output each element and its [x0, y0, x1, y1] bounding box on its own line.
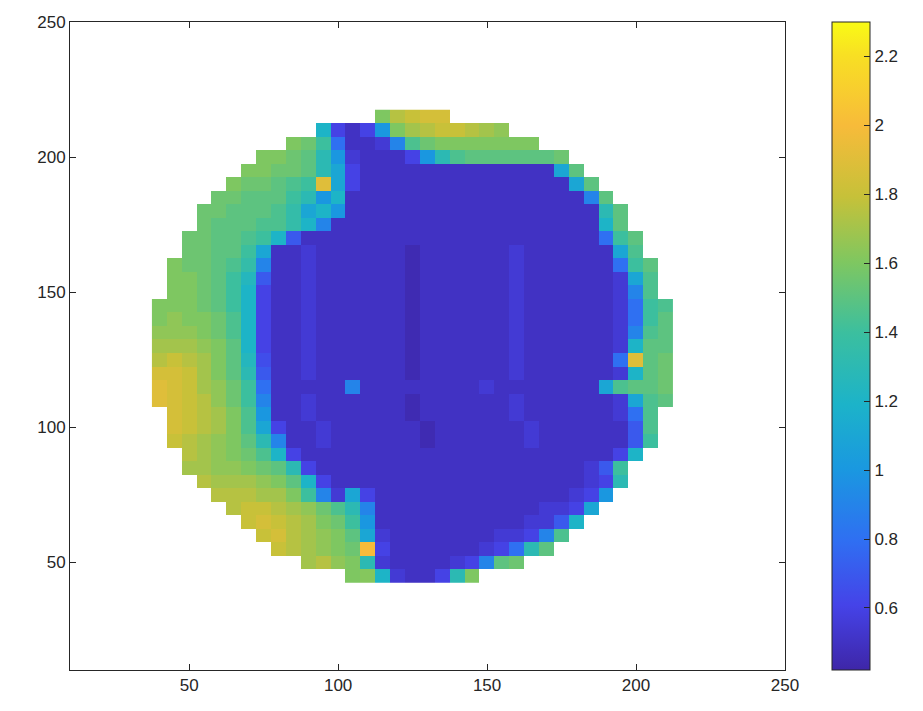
svg-text:1.4: 1.4 — [874, 323, 898, 342]
svg-text:1.6: 1.6 — [874, 254, 898, 273]
svg-text:150: 150 — [37, 283, 65, 302]
svg-text:100: 100 — [324, 676, 352, 695]
svg-text:2.2: 2.2 — [874, 47, 898, 66]
svg-text:1.8: 1.8 — [874, 185, 898, 204]
svg-text:0.6: 0.6 — [874, 599, 898, 618]
svg-text:100: 100 — [37, 418, 65, 437]
svg-text:50: 50 — [180, 676, 199, 695]
svg-text:1.2: 1.2 — [874, 392, 898, 411]
svg-text:2: 2 — [874, 116, 883, 135]
svg-text:200: 200 — [622, 676, 650, 695]
svg-text:250: 250 — [37, 13, 65, 32]
svg-text:50: 50 — [47, 553, 66, 572]
svg-text:250: 250 — [771, 676, 799, 695]
svg-text:150: 150 — [473, 676, 501, 695]
svg-text:0.8: 0.8 — [874, 530, 898, 549]
svg-text:1: 1 — [874, 461, 883, 480]
svg-text:200: 200 — [37, 148, 65, 167]
